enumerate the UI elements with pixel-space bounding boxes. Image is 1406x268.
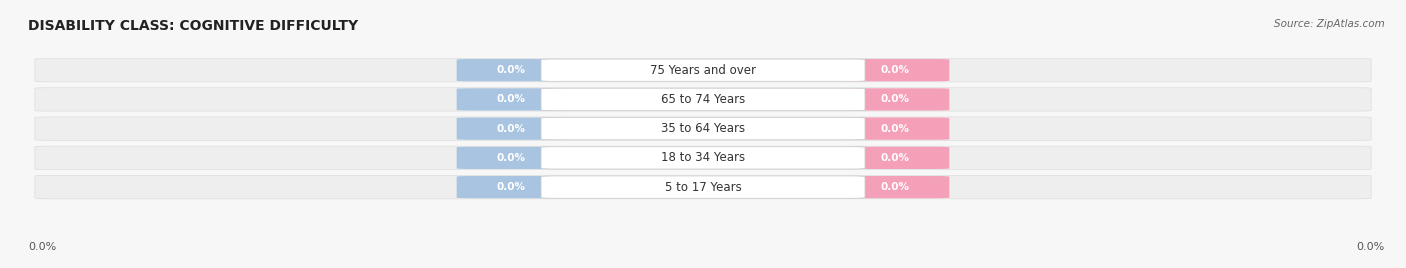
Text: 0.0%: 0.0% xyxy=(496,65,526,75)
Text: 0.0%: 0.0% xyxy=(496,153,526,163)
Text: DISABILITY CLASS: COGNITIVE DIFFICULTY: DISABILITY CLASS: COGNITIVE DIFFICULTY xyxy=(28,19,359,33)
Text: 0.0%: 0.0% xyxy=(880,124,910,134)
FancyBboxPatch shape xyxy=(841,176,949,198)
Text: 0.0%: 0.0% xyxy=(880,182,910,192)
FancyBboxPatch shape xyxy=(841,147,949,169)
FancyBboxPatch shape xyxy=(35,88,1371,111)
FancyBboxPatch shape xyxy=(457,88,565,110)
Text: 35 to 64 Years: 35 to 64 Years xyxy=(661,122,745,135)
Text: Source: ZipAtlas.com: Source: ZipAtlas.com xyxy=(1274,19,1385,29)
FancyBboxPatch shape xyxy=(457,176,565,198)
Text: 0.0%: 0.0% xyxy=(496,182,526,192)
FancyBboxPatch shape xyxy=(541,59,865,81)
Text: 65 to 74 Years: 65 to 74 Years xyxy=(661,93,745,106)
FancyBboxPatch shape xyxy=(541,176,865,198)
FancyBboxPatch shape xyxy=(457,59,565,81)
FancyBboxPatch shape xyxy=(35,176,1371,199)
Text: 0.0%: 0.0% xyxy=(880,65,910,75)
FancyBboxPatch shape xyxy=(541,88,865,110)
FancyBboxPatch shape xyxy=(841,88,949,110)
FancyBboxPatch shape xyxy=(841,118,949,140)
Text: 0.0%: 0.0% xyxy=(880,153,910,163)
Text: 0.0%: 0.0% xyxy=(1357,242,1385,252)
Text: 0.0%: 0.0% xyxy=(28,242,56,252)
FancyBboxPatch shape xyxy=(541,118,865,140)
FancyBboxPatch shape xyxy=(35,146,1371,170)
Text: 18 to 34 Years: 18 to 34 Years xyxy=(661,151,745,164)
FancyBboxPatch shape xyxy=(457,118,565,140)
Text: 0.0%: 0.0% xyxy=(496,124,526,134)
FancyBboxPatch shape xyxy=(841,59,949,81)
FancyBboxPatch shape xyxy=(457,147,565,169)
Text: 0.0%: 0.0% xyxy=(880,94,910,105)
FancyBboxPatch shape xyxy=(35,117,1371,140)
FancyBboxPatch shape xyxy=(541,147,865,169)
Text: 75 Years and over: 75 Years and over xyxy=(650,64,756,77)
Text: 0.0%: 0.0% xyxy=(496,94,526,105)
FancyBboxPatch shape xyxy=(35,58,1371,82)
Text: 5 to 17 Years: 5 to 17 Years xyxy=(665,181,741,193)
